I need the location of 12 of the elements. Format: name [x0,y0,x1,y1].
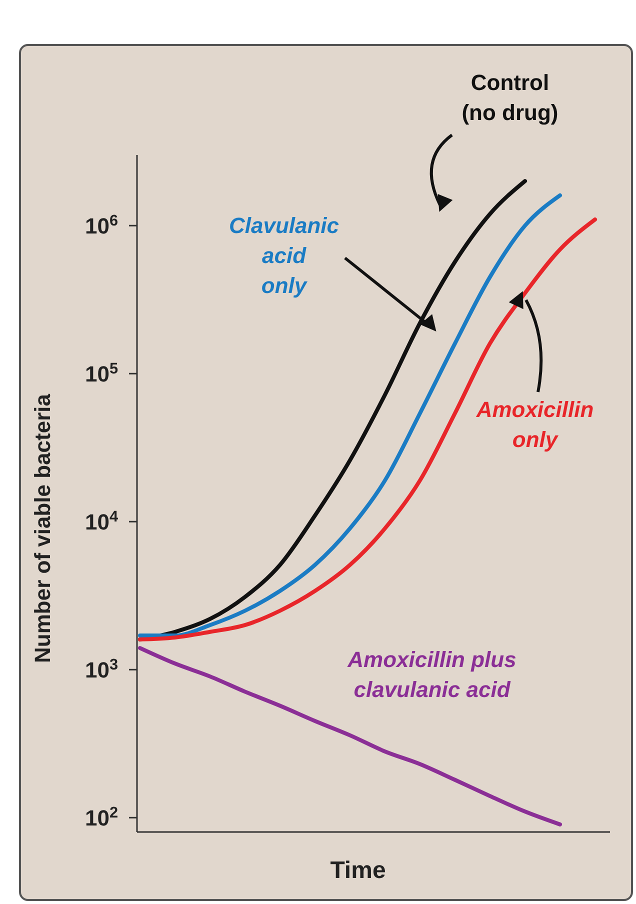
x-axis-title: Time [330,857,386,884]
y-tick-label: 10$^{2}$ [84,804,118,831]
series-label: Amoxicillin plus clavulanic acid [346,647,516,702]
text: Control (no drug) [462,70,558,125]
y-tick-label: 10$^{3}$ [84,656,118,683]
series-label: Amoxicillin only [475,397,594,452]
text: Clavulanic acid only [228,213,340,298]
y-tick-label: 10$^{4}$ [84,508,118,535]
y-tick-label: 10$^{6}$ [84,212,118,239]
y-axis-title: Number of viable bacteria [30,393,55,663]
line-series [138,646,562,826]
y-tick-label: 10$^{5}$ [84,360,118,387]
